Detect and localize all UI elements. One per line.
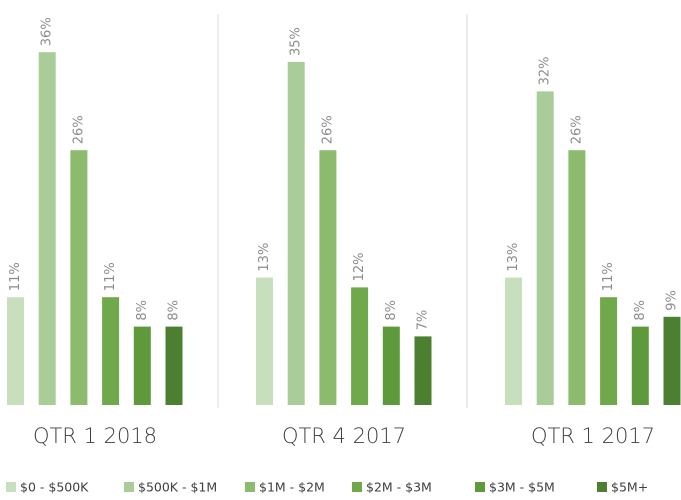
data-label: 11% [103, 262, 118, 291]
legend-swatch [6, 482, 16, 492]
panel-label: QTR 1 2018 [33, 424, 157, 448]
bar [256, 277, 273, 405]
bar [505, 277, 522, 405]
bar [70, 150, 88, 405]
data-label: 11% [8, 262, 23, 291]
bar [287, 62, 305, 405]
legend-label: $2M - $3M [366, 480, 432, 495]
panel-label: QTR 4 2017 [282, 424, 406, 448]
legend-label: $5M+ [611, 480, 648, 495]
bar [414, 336, 432, 405]
data-label: 13% [506, 243, 521, 272]
legend-label: $3M - $5M [489, 480, 555, 495]
data-label: 36% [40, 17, 55, 46]
data-label: 8% [633, 300, 648, 321]
bar [631, 326, 649, 405]
data-label: 35% [289, 27, 304, 56]
bar [38, 52, 56, 405]
data-label: 32% [538, 56, 553, 85]
bar [600, 297, 618, 405]
data-label: 13% [257, 243, 272, 272]
legend-swatch [124, 482, 134, 492]
bar [102, 297, 120, 405]
data-label: 11% [601, 262, 616, 291]
data-label: 26% [71, 115, 86, 144]
data-label: 12% [352, 252, 367, 281]
legend-swatch [475, 482, 485, 492]
legend-swatch [352, 482, 362, 492]
data-label: 8% [384, 300, 399, 321]
bar [382, 326, 400, 405]
data-label: 8% [135, 300, 150, 321]
legend-label: $1M - $2M [259, 480, 325, 495]
legend-swatch [597, 482, 607, 492]
data-label: 7% [416, 310, 431, 331]
legend-swatch [245, 482, 255, 492]
bar [7, 297, 24, 405]
data-label: 9% [665, 290, 680, 311]
bar [536, 91, 554, 406]
bar [165, 326, 183, 405]
bar [319, 150, 337, 405]
bar [568, 150, 586, 405]
bar [133, 326, 151, 405]
legend-label: $500K - $1M [138, 480, 217, 495]
bar [663, 316, 681, 405]
data-label: 26% [320, 115, 335, 144]
data-label: 26% [569, 115, 584, 144]
data-label: 8% [167, 300, 182, 321]
panel-label: QTR 1 2017 [531, 424, 655, 448]
legend-label: $0 - $500K [20, 480, 89, 495]
bar [351, 287, 369, 405]
